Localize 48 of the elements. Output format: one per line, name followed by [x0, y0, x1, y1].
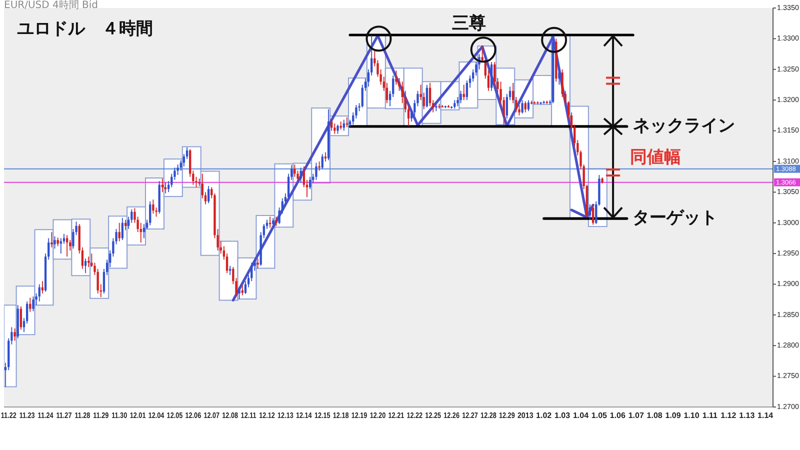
x-tick-label: 11.28	[74, 410, 90, 420]
x-tick-label: 12.15	[314, 410, 330, 420]
x-tick-label: 12.26	[444, 410, 460, 420]
x-tick-label: 12.25	[425, 410, 442, 420]
x-tick-label: 12.28	[480, 410, 496, 420]
x-tick-label: 12.19	[351, 410, 368, 420]
x-tick-label: 12.13	[278, 410, 294, 420]
x-tick-label: 11.24	[38, 410, 54, 420]
x-tick-label: 12.21	[388, 410, 404, 420]
x-tick-label: 1.12	[720, 411, 737, 420]
x-tick-label: 12.20	[370, 410, 386, 420]
x-tick-label: 12.08	[222, 410, 238, 420]
x-tick-label: 2013	[517, 410, 534, 420]
x-tick-label: 12.22	[406, 410, 423, 420]
annotation: ネックライン	[633, 116, 736, 136]
x-tick-label: 11.30	[112, 410, 128, 420]
x-tick-label: 11.29	[93, 410, 109, 420]
x-tick-label: 12.29	[499, 410, 515, 420]
x-tick-label: 1.03	[554, 411, 571, 420]
x-tick-label: 12.07	[204, 410, 220, 420]
x-tick-label: 12.06	[185, 410, 202, 420]
x-tick-label: 1.14	[758, 411, 774, 420]
x-tick-label: 1.08	[646, 411, 663, 420]
annotation: ターゲット	[632, 208, 718, 228]
x-tick-label: 11.27	[56, 410, 72, 420]
x-tick-label: 1.04	[572, 411, 590, 420]
annotation: 三尊	[452, 14, 486, 34]
x-tick-label: 1.02	[536, 411, 552, 420]
x-tick-label: 12.04	[148, 410, 164, 420]
x-tick-label: 1.11	[702, 411, 718, 420]
annotation: 同値幅	[630, 148, 681, 168]
x-tick-label: 12.11	[240, 410, 256, 420]
x-tick-label: 12.18	[332, 410, 349, 420]
text: ユロドル ４時間	[17, 19, 153, 39]
chart-subtitle: EUR/USD 4時間 Bid	[4, 0, 98, 11]
x-tick-label: 1.13	[739, 411, 756, 420]
x-tick-label: 1.10	[684, 411, 700, 420]
x-tick-label: 11.22	[0, 410, 16, 420]
x-tick-label: 1.05	[591, 411, 608, 420]
x-tick-label: 12.12	[259, 410, 275, 420]
x-tick-label: 1.06	[610, 411, 626, 420]
x-tick-label: 1.07	[628, 411, 644, 420]
x-tick-label: 12.05	[166, 410, 183, 420]
x-tick-label: 12.01	[130, 410, 146, 420]
x-tick-label: 12.27	[462, 410, 478, 420]
x-tick-label: 1.09	[665, 411, 682, 420]
x-tick-label: 12.14	[296, 410, 312, 420]
x-tick-label: 11.23	[19, 410, 35, 420]
